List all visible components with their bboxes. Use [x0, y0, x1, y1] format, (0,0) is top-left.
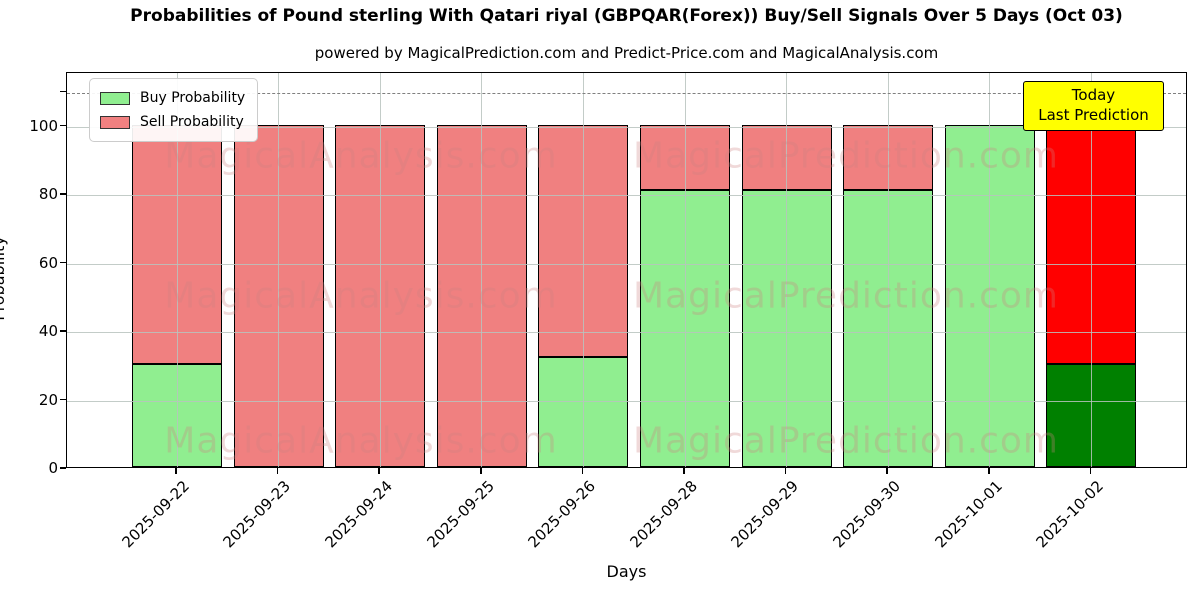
x-tick-mark — [480, 468, 482, 474]
y-axis-label: Probability — [0, 236, 8, 321]
legend: Buy Probability Sell Probability — [89, 78, 259, 142]
y-tick-label: 80 — [38, 185, 58, 204]
watermark-text: MagicalPrediction.com — [633, 275, 1059, 317]
gridline-v — [379, 73, 381, 467]
gridline-h — [67, 400, 1186, 402]
gridline-v — [989, 73, 991, 467]
x-tick-mark — [175, 468, 177, 474]
gridline-h — [67, 332, 1186, 334]
legend-label-sell: Sell Probability — [140, 114, 244, 130]
x-tick-label: 2025-09-29 — [727, 477, 803, 552]
x-tick-label: 2025-09-25 — [423, 477, 498, 552]
y-tick-label: 0 — [48, 459, 58, 477]
x-tick-mark — [683, 468, 685, 474]
gridline-h — [67, 195, 1186, 197]
y-tick-mark — [60, 261, 66, 264]
gridline-v — [786, 73, 788, 467]
legend-swatch-buy — [100, 91, 130, 105]
reference-dashed-line — [67, 92, 1186, 94]
x-tick-mark — [581, 468, 584, 474]
today-annotation-line2: Last Prediction — [1038, 106, 1149, 124]
x-tick-label: 2025-10-01 — [931, 477, 1006, 552]
watermark-text: MagicalAnalysis.com — [164, 135, 558, 177]
x-tick-mark — [1089, 468, 1092, 474]
y-tick-mark — [60, 193, 66, 195]
y-tick-mark — [60, 398, 66, 401]
chart-title: Probabilities of Pound sterling With Qat… — [130, 6, 1123, 26]
legend-item-sell: Sell Probability — [100, 110, 245, 134]
gridline-v — [481, 73, 483, 467]
chart-subtitle: powered by MagicalPrediction.com and Pre… — [314, 44, 939, 62]
x-tick-label: 2025-09-22 — [118, 477, 193, 552]
today-annotation: Today Last Prediction — [1023, 81, 1164, 131]
legend-swatch-sell — [100, 115, 130, 129]
x-tick-label: 2025-09-30 — [829, 477, 904, 552]
x-tick-mark — [276, 468, 279, 474]
gridline-v — [1090, 73, 1092, 467]
today-annotation-line1: Today — [1071, 86, 1116, 104]
gridline-v — [684, 73, 686, 467]
watermark-text: MagicalAnalysis.com — [164, 420, 558, 462]
x-tick-mark — [988, 468, 990, 474]
gridline-v — [887, 73, 889, 467]
x-tick-label: 2025-10-02 — [1032, 477, 1108, 552]
legend-item-buy: Buy Probability — [100, 86, 245, 110]
watermark-text: MagicalPrediction.com — [633, 135, 1059, 177]
y-tick-mark — [60, 90, 66, 93]
gridline-v — [582, 73, 584, 467]
x-axis-label: Days — [606, 562, 647, 581]
x-tick-label: 2025-09-28 — [626, 477, 701, 552]
gridline-h — [67, 263, 1186, 265]
y-tick-label: 40 — [38, 322, 58, 341]
gridline-h — [67, 126, 1186, 128]
y-tick-label: 100 — [29, 116, 58, 135]
gridline-v — [176, 73, 178, 467]
gridline-v — [278, 73, 280, 467]
y-tick-mark — [60, 124, 66, 127]
plot-area: Buy Probability Sell Probability Today L… — [66, 72, 1187, 468]
x-tick-mark — [378, 468, 380, 474]
x-tick-mark — [886, 468, 888, 474]
y-tick-mark — [60, 467, 66, 469]
y-tick-mark — [60, 330, 66, 332]
legend-label-buy: Buy Probability — [140, 90, 246, 106]
y-tick-label: 20 — [38, 390, 58, 409]
y-tick-label: 60 — [38, 253, 58, 272]
x-tick-label: 2025-09-24 — [321, 477, 396, 552]
watermark-text: MagicalPrediction.com — [633, 420, 1059, 462]
x-tick-label: 2025-09-26 — [524, 477, 600, 552]
x-tick-label: 2025-09-23 — [219, 477, 295, 552]
watermark-text: MagicalAnalysis.com — [164, 275, 558, 317]
x-tick-mark — [784, 468, 787, 474]
